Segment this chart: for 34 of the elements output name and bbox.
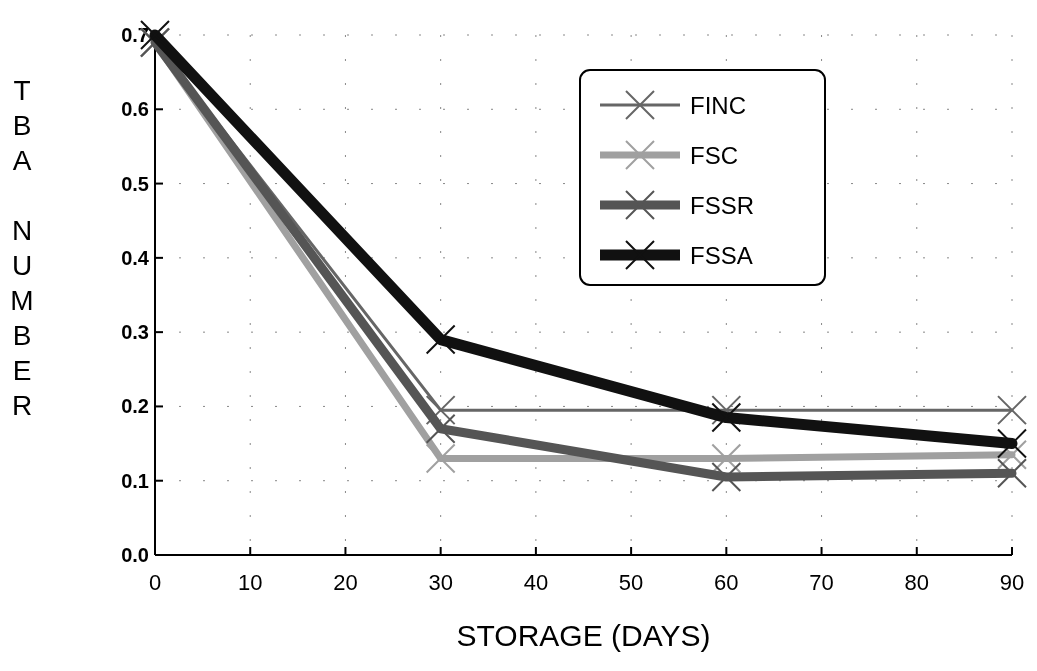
- point: [997, 428, 1027, 459]
- point: [711, 402, 742, 433]
- y-tick-label: 0.1: [121, 469, 149, 492]
- y-tick-label: 0.2: [121, 395, 149, 418]
- y-tick-label: 0.6: [121, 98, 149, 121]
- legend-label: FSSR: [690, 192, 755, 219]
- x-tick-label: 10: [237, 570, 263, 595]
- y-tick-label: 0.3: [121, 321, 149, 344]
- legend-label: FSSA: [690, 242, 753, 269]
- legend-label: FINC: [690, 92, 746, 119]
- point: [711, 462, 742, 492]
- point: [425, 324, 456, 355]
- x-tick-label: 40: [523, 570, 549, 595]
- point: [425, 395, 456, 426]
- point: [425, 443, 456, 474]
- x-axis-title: STORAGE (DAYS): [456, 619, 711, 652]
- text: TBA NUMBER: [10, 75, 34, 421]
- x-tick-label: 80: [904, 570, 930, 595]
- x-tick-label: 60: [714, 570, 739, 595]
- x-tick-label: 30: [428, 570, 453, 595]
- y-tick-label: 0.0: [121, 544, 149, 566]
- point: [425, 413, 456, 444]
- point: [997, 458, 1027, 489]
- x-tick-label: 90: [999, 570, 1025, 595]
- point: [997, 395, 1027, 426]
- y-tick-label: 0.4: [121, 246, 150, 269]
- point: [711, 443, 742, 474]
- legend-label: FSC: [690, 142, 738, 169]
- x-tick-label: 20: [333, 570, 358, 595]
- y-tick-label: 0.5: [121, 172, 149, 195]
- x-tick-label: 70: [809, 570, 834, 595]
- x-tick-label: 0: [148, 570, 162, 595]
- y-tick-label: 0.7: [121, 24, 149, 46]
- x-tick-label: 50: [618, 570, 644, 595]
